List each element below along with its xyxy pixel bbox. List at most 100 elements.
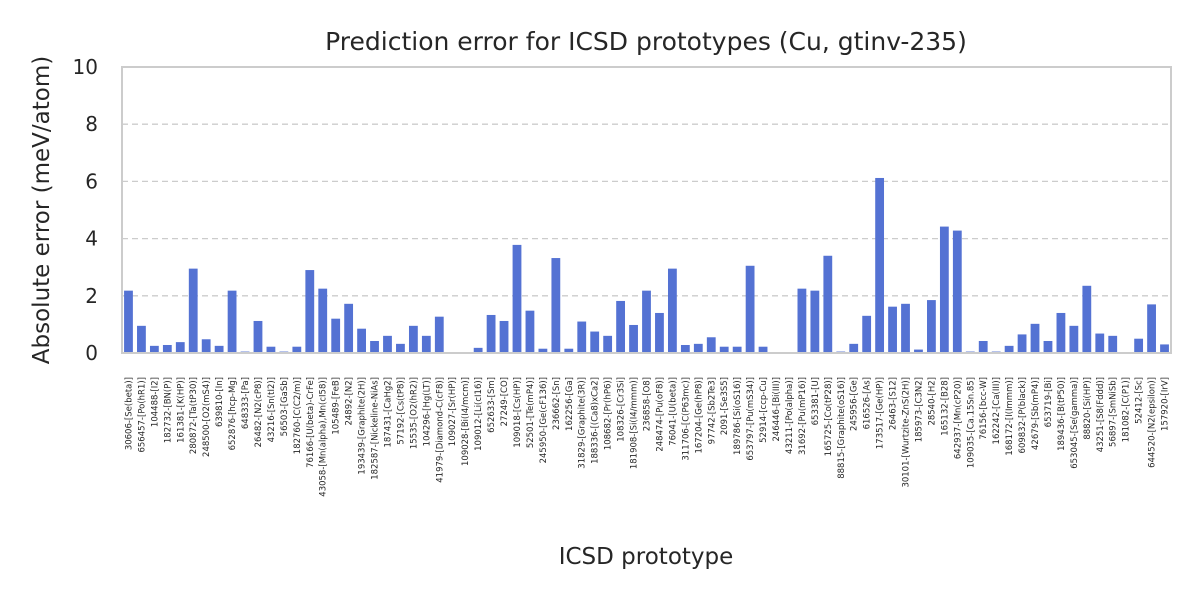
x-tick-label: 609832-[P(black)]	[1018, 377, 1028, 453]
bar	[642, 290, 651, 353]
bar	[862, 315, 872, 353]
x-tick-label: 157920-[IrV]	[1161, 377, 1171, 431]
x-tick-label: 280872-[Ta(tP30)]	[189, 377, 199, 454]
bar	[1134, 338, 1144, 353]
bar	[292, 346, 302, 353]
bar	[927, 300, 936, 353]
x-tick-label: 248474-[Pu(oF8)]	[655, 377, 665, 452]
x-tick-label: 162256-[Ga]	[565, 377, 575, 431]
x-tick-label: 165725-[Co(tP28)]	[824, 377, 834, 456]
bar	[952, 230, 962, 353]
x-tick-label: 109012-[Li(cI16)]	[474, 377, 484, 451]
bar	[1108, 335, 1118, 353]
bar	[1017, 334, 1027, 353]
bar	[577, 321, 587, 353]
bar	[758, 346, 768, 353]
x-tick-label: 616526-[As]	[863, 377, 873, 429]
bar	[1004, 345, 1014, 353]
bars	[124, 177, 1169, 353]
x-tick-label: 248500-[O2(mS4)]	[202, 377, 212, 457]
x-tick-label: 52914-[ccp-Cu]	[759, 377, 769, 443]
x-tick-label: 188336-[(Ca8)xCa2]	[591, 377, 601, 464]
x-tick-label: 161381-[K(HP)]	[176, 377, 186, 443]
x-tick-label: 108682-[Pr(hP6)]	[604, 377, 614, 450]
x-tick-label: 652876-[hcp-Mg]	[228, 377, 238, 450]
bar	[473, 347, 483, 353]
bar	[914, 349, 923, 353]
y-tick-label: 4	[85, 227, 98, 251]
y-tick-label: 6	[85, 169, 98, 193]
bar	[525, 310, 535, 353]
x-tick-label: 30101-[Wurtzite-ZnS(2H)]	[902, 377, 912, 488]
x-tick-label: 43251-[S8(Fddd)]	[1096, 377, 1106, 452]
x-tick-label: 109018-[Cs(HP)]	[513, 377, 523, 448]
bar	[266, 346, 276, 353]
x-tick-label: 109027-[Sr(HP)]	[448, 377, 458, 446]
x-tick-label: 52412-[Sc]	[1135, 377, 1145, 424]
bar	[1147, 304, 1156, 353]
x-tick-label: 653797-[Pu(mS34)]	[746, 377, 756, 461]
x-tick-label: 109035-[Ca.15Sn.85]	[966, 377, 976, 468]
plot-frame	[121, 66, 1172, 354]
y-tick-label: 8	[85, 112, 98, 136]
x-tick-label: 185973-[C3N2]	[914, 377, 924, 442]
x-tick-label: 15535-[O2(hR2)]	[409, 377, 419, 449]
x-tick-label: 27249-[CO]	[500, 377, 510, 426]
x-tick-label: 162242-[Ca(III)]	[992, 377, 1002, 444]
x-tick-label: 76166-[U(beta)-CrFe]	[306, 377, 316, 468]
bar	[849, 343, 859, 353]
x-tick-label: 639810-[In]	[215, 377, 225, 427]
x-tick-label: 43216-[Sn(tI2)]	[267, 377, 277, 442]
bar	[434, 316, 444, 353]
x-tick-label: 56503-[GaSb]	[280, 377, 290, 436]
bar	[1082, 285, 1092, 353]
bar	[188, 268, 198, 353]
x-tick-label: 236858-[O8]	[643, 377, 653, 431]
bar	[551, 258, 561, 353]
bar	[1160, 344, 1169, 353]
x-tick-label: 642937-[Mn(cP20)]	[953, 377, 963, 459]
bar	[227, 290, 237, 353]
bar	[1069, 325, 1079, 353]
x-tick-label: 57192-[Cs(tP8)]	[396, 377, 406, 445]
bar	[175, 342, 185, 353]
x-tick-label: 648333-[Pa]	[241, 377, 251, 429]
bar	[149, 345, 159, 353]
x-tick-label: 187431-[CaHg2]	[383, 377, 393, 448]
x-tick-label: 97742-[Sb2Te3]	[707, 377, 717, 444]
bar	[810, 290, 820, 353]
x-tick-label: 193439-[Graphite(2H)]	[358, 377, 368, 475]
y-tick-label: 0	[85, 341, 98, 365]
y-ticks: 0 2 4 6 8 10	[73, 55, 98, 365]
bar	[939, 226, 949, 353]
x-tick-label: 236662-[Sn]	[552, 377, 562, 430]
bar	[655, 312, 664, 353]
bar	[693, 343, 703, 353]
x-tick-label: 656457-[Po(hR1)]	[137, 377, 147, 453]
x-tick-label: 246446-[Bi(III)]	[772, 377, 782, 442]
gridlines	[122, 123, 1171, 297]
x-tick-label: 653381-[U]	[811, 377, 821, 425]
bar	[978, 340, 988, 353]
x-tick-label: 165132-[B28]	[940, 377, 950, 436]
bar	[383, 335, 392, 353]
bar	[318, 288, 328, 353]
x-tick-label: 88820-[Si(HP)]	[1083, 377, 1093, 440]
chart-title: Prediction error for ICSD prototypes (Cu…	[325, 27, 967, 56]
bar	[357, 328, 366, 353]
x-tick-label: 245956-[Ge]	[850, 377, 860, 431]
x-tick-label: 31829-[Graphite(3R)]	[578, 377, 588, 469]
x-tick-label: 26482-[N2(cP8)]	[254, 377, 264, 447]
y-tick-label: 10	[73, 55, 98, 79]
x-axis-label: ICSD prototype	[559, 544, 734, 570]
x-tick-label: 181082-[C(P1)]	[1122, 377, 1132, 442]
x-tick-label: 30606-[Se(beta)]	[124, 377, 134, 450]
x-tick-label: 76156-[bcc-W]	[979, 377, 989, 440]
x-tick-label: 26463-[S12]	[889, 377, 899, 430]
x-tick-label: 88815-[Graphite(oS16)]	[837, 377, 847, 479]
bar	[888, 306, 897, 353]
x-tick-label: 189786-[Si(oS16)]	[733, 377, 743, 455]
bar	[370, 340, 379, 353]
x-tick-label: 182760-[C(C2/m)]	[293, 377, 303, 454]
y-axis-label: Absolute error (meV/atom)	[29, 56, 55, 364]
